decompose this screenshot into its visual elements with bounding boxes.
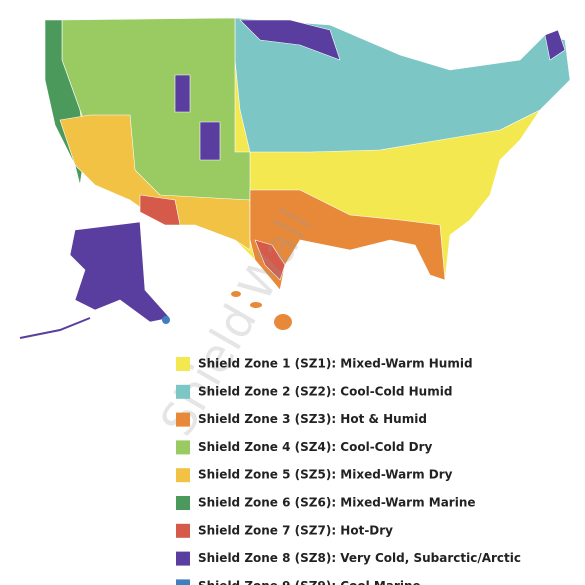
hawaii (274, 314, 292, 330)
hawaii (250, 302, 262, 308)
zone-8-region (544, 29, 566, 61)
zone-5-region (59, 114, 251, 251)
legend-label: Shield Zone 5 (SZ5): Mixed-Warm Dry (198, 468, 453, 482)
alaska-marine (162, 316, 170, 324)
alaska (69, 221, 171, 323)
hawaii (231, 291, 241, 297)
legend-label: Shield Zone 3 (SZ3): Hot & Humid (198, 412, 427, 426)
zone-8-region (239, 19, 341, 61)
zone-8-region (199, 121, 221, 161)
legend-swatch (176, 440, 190, 455)
legend-swatch (176, 412, 190, 427)
legend-label: Shield Zone 4 (SZ4): Cool-Cold Dry (198, 440, 432, 454)
legend-label: Shield Zone 2 (SZ2): Cool-Cold Humid (198, 384, 452, 398)
zone-7-region (139, 194, 181, 226)
zone-map (19, 17, 571, 339)
legend-swatch (176, 468, 190, 483)
legend: Shield Zone 1 (SZ1): Mixed-Warm Humid Shi… (176, 357, 521, 585)
legend-label: Shield Zone 1 (SZ1): Mixed-Warm Humid (198, 357, 473, 371)
legend-swatch (176, 384, 190, 399)
legend-swatch (176, 523, 190, 538)
zone-3-region (249, 189, 446, 291)
legend-swatch (176, 579, 190, 585)
zone-7-region (254, 239, 286, 281)
legend-label: Shield Zone 8 (SZ8): Very Cold, Subarcti… (198, 551, 521, 565)
aleutians (19, 317, 91, 339)
legend-swatch (176, 357, 190, 371)
zone-8-region (174, 74, 191, 113)
legend-label: Shield Zone 9 (SZ9): Cool Marine (198, 579, 421, 585)
legend-label: Shield Zone 7 (SZ7): Hot-Dry (198, 523, 393, 537)
legend-swatch (176, 551, 190, 566)
legend-label: Shield Zone 6 (SZ6): Mixed-Warm Marine (198, 496, 476, 510)
legend-swatch (176, 496, 190, 510)
